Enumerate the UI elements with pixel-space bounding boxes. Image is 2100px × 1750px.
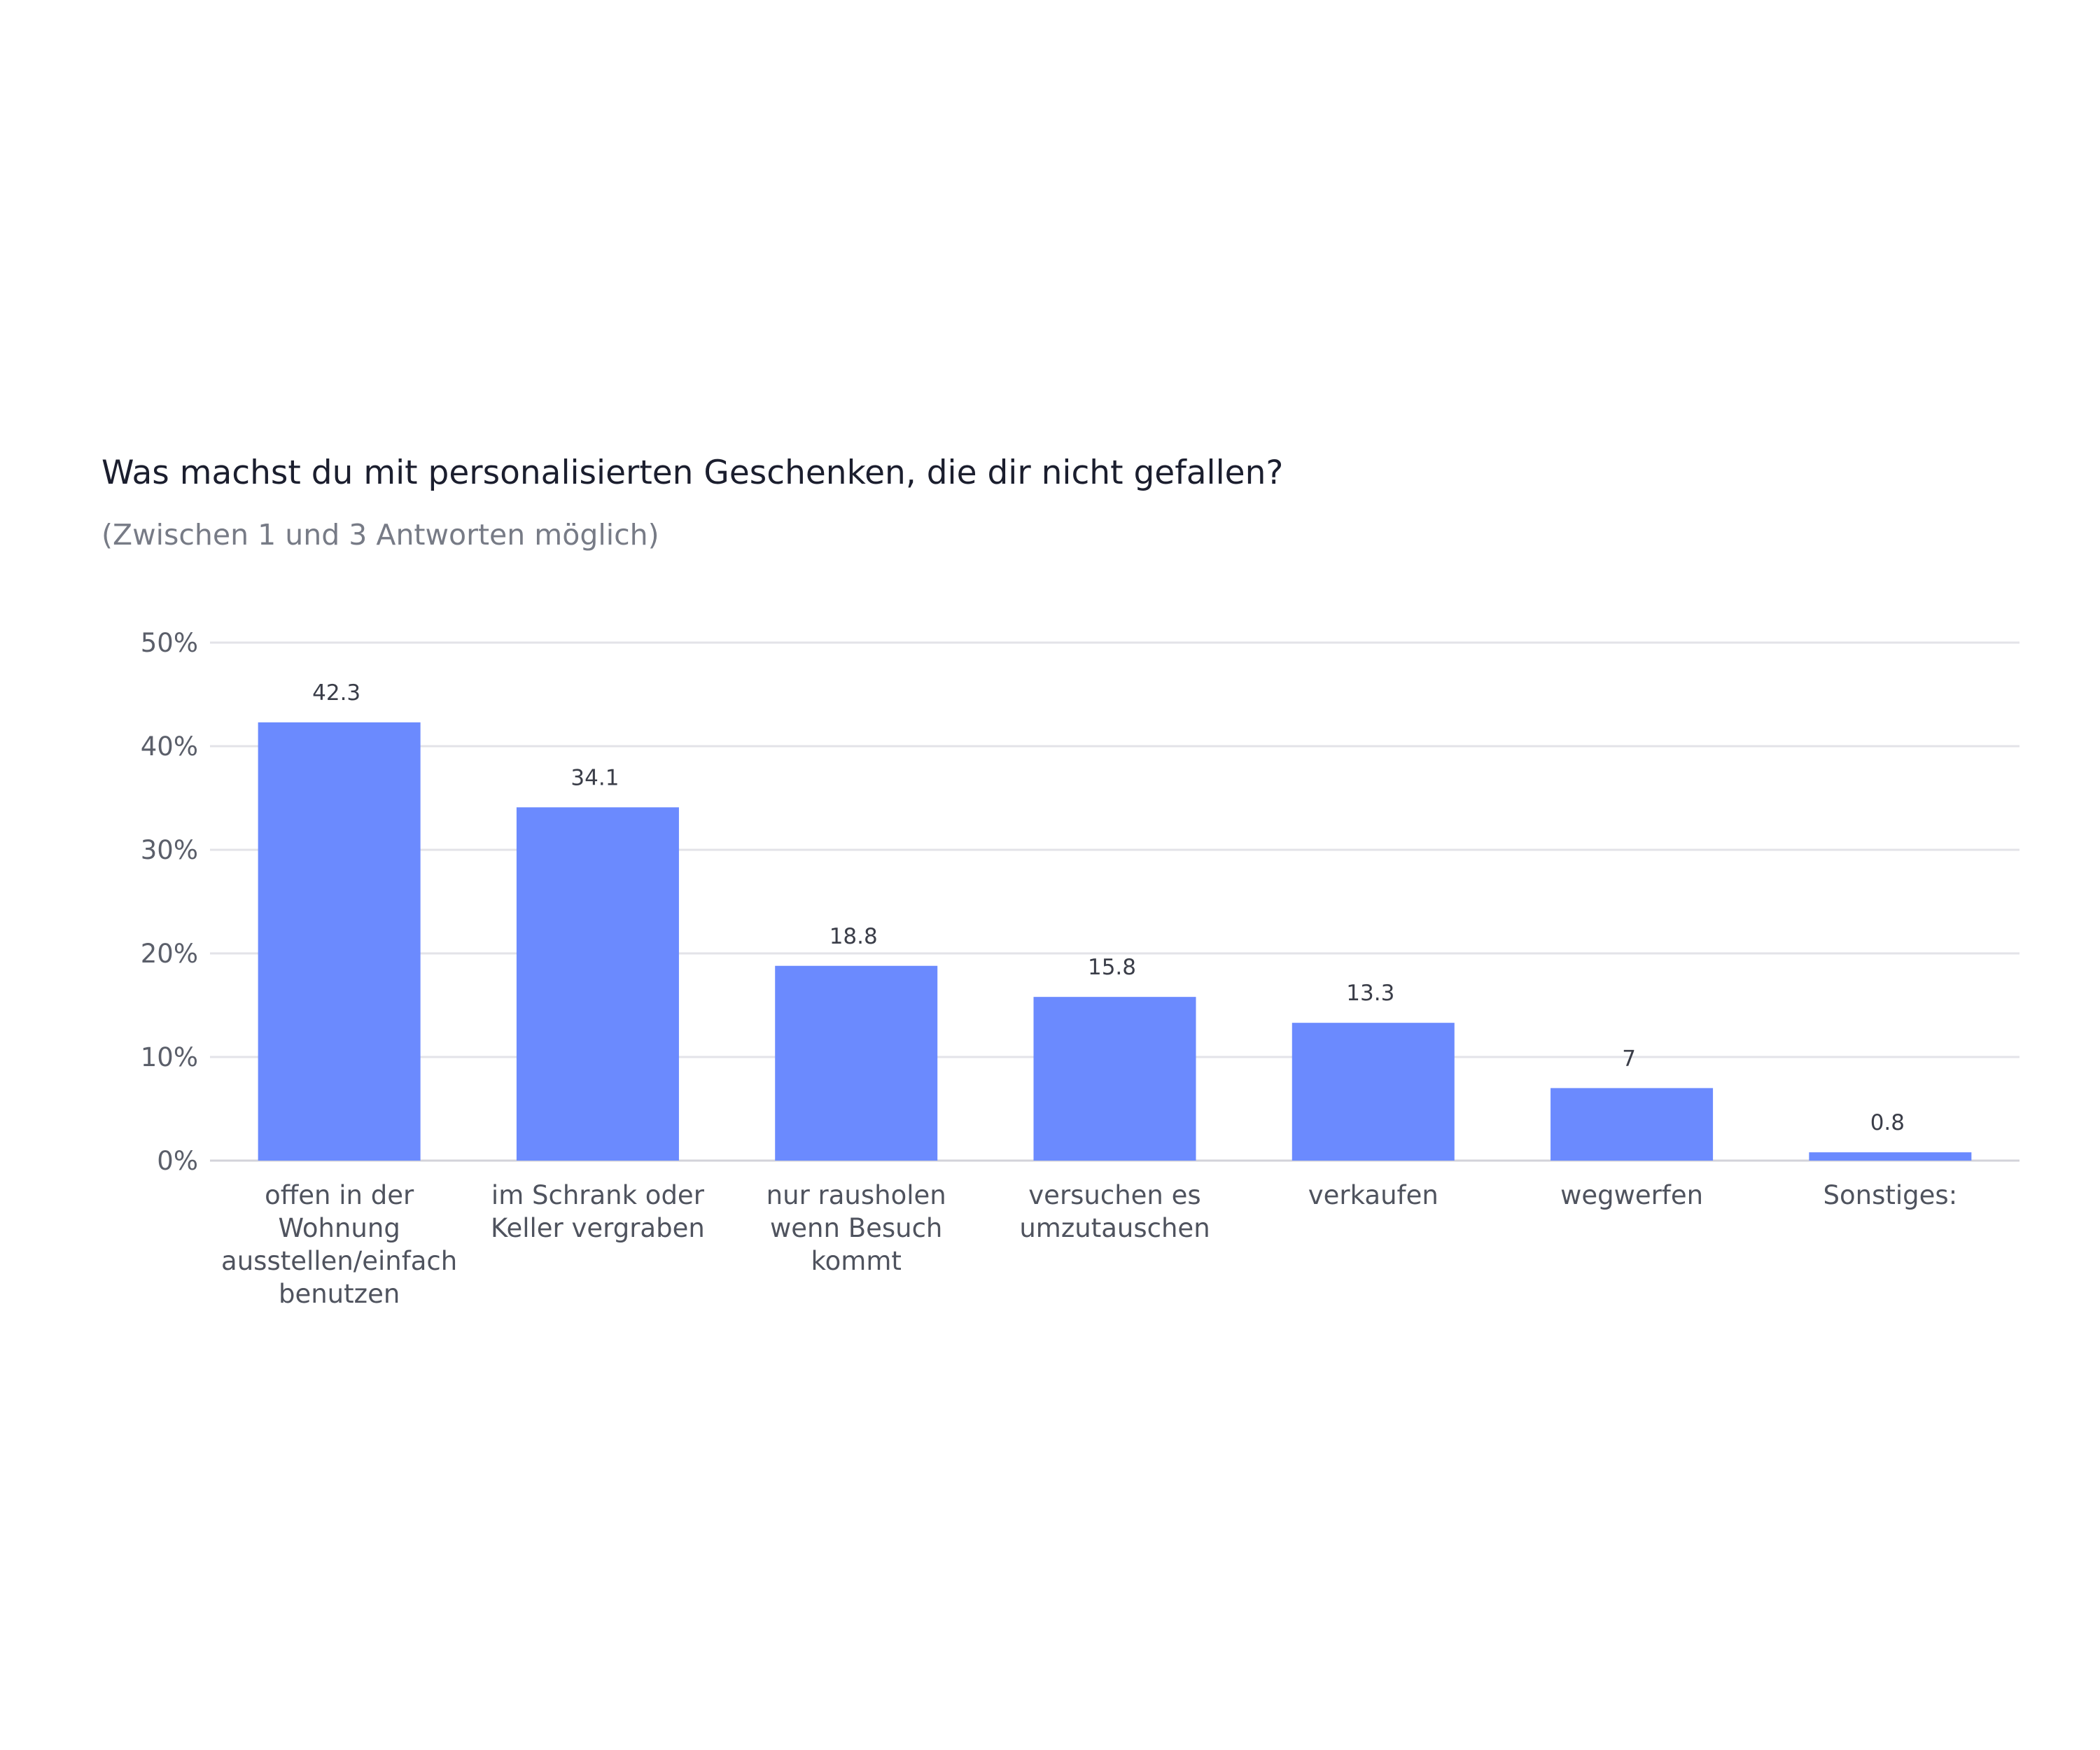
data-label: 15.8: [1088, 955, 1136, 980]
x-tick-label-line: verkaufen: [1308, 1180, 1438, 1210]
chart-title: Was machst du mit personalisierten Gesch…: [102, 454, 1284, 492]
y-tick-label: 20%: [141, 939, 198, 969]
y-tick-label: 10%: [141, 1042, 198, 1072]
x-tick-label-line: im Schrank oder: [491, 1180, 705, 1210]
bars-layer: [258, 722, 1972, 1161]
x-tick-label: wegwerfen: [1560, 1180, 1703, 1210]
bar: [516, 807, 679, 1161]
data-label: 13.3: [1346, 981, 1394, 1006]
data-label: 0.8: [1870, 1110, 1905, 1135]
bar: [258, 722, 421, 1161]
x-tick-label-line: kommt: [811, 1246, 902, 1276]
x-tick-label: im Schrank oder Keller vergraben: [491, 1180, 705, 1243]
y-tick-label: 40%: [141, 732, 198, 762]
y-tick-label: 50%: [141, 628, 198, 658]
x-tick-label-line: Wohnung: [278, 1213, 400, 1243]
x-tick-label: offen in der Wohnung ausstellen/einfach ben…: [221, 1180, 457, 1309]
labels-layer: 0% 10% 20% 30% 40% 50% 42.3 offen in der Wohnung…: [141, 628, 1957, 1309]
x-tick-label-line: umzutauschen: [1019, 1213, 1210, 1243]
x-tick-label-line: Sonstiges:: [1823, 1180, 1958, 1210]
x-tick-label-line: wenn Besuch: [770, 1213, 942, 1243]
x-tick-label-line: nur rausholen: [766, 1180, 946, 1210]
x-tick-label: verkaufen: [1308, 1180, 1438, 1210]
y-tick-label: 30%: [141, 835, 198, 865]
bar: [1292, 1023, 1455, 1161]
data-label: 42.3: [312, 680, 360, 706]
x-tick-label-line: versuchen es: [1028, 1180, 1200, 1210]
x-tick-label-line: benutzen: [279, 1279, 400, 1309]
data-label: 18.8: [830, 924, 878, 949]
data-label: 34.1: [570, 765, 619, 790]
x-tick-label: Sonstiges:: [1823, 1180, 1958, 1210]
x-tick-label: nur rausholen wenn Besuch kommt: [766, 1180, 946, 1276]
x-tick-label-line: offen in der: [265, 1180, 414, 1210]
bar: [1033, 997, 1196, 1161]
chart-subtitle: (Zwischen 1 und 3 Antworten möglich): [102, 518, 659, 552]
x-tick-label-line: ausstellen/einfach: [221, 1246, 457, 1276]
bar: [1550, 1088, 1714, 1161]
bar: [1809, 1152, 1972, 1161]
bar: [775, 965, 938, 1161]
x-tick-label-line: Keller vergraben: [491, 1213, 705, 1243]
data-label: 7: [1622, 1046, 1636, 1071]
y-tick-label: 0%: [157, 1146, 198, 1176]
x-tick-label-line: wegwerfen: [1560, 1180, 1703, 1210]
x-tick-label: versuchen es umzutauschen: [1019, 1180, 1210, 1243]
